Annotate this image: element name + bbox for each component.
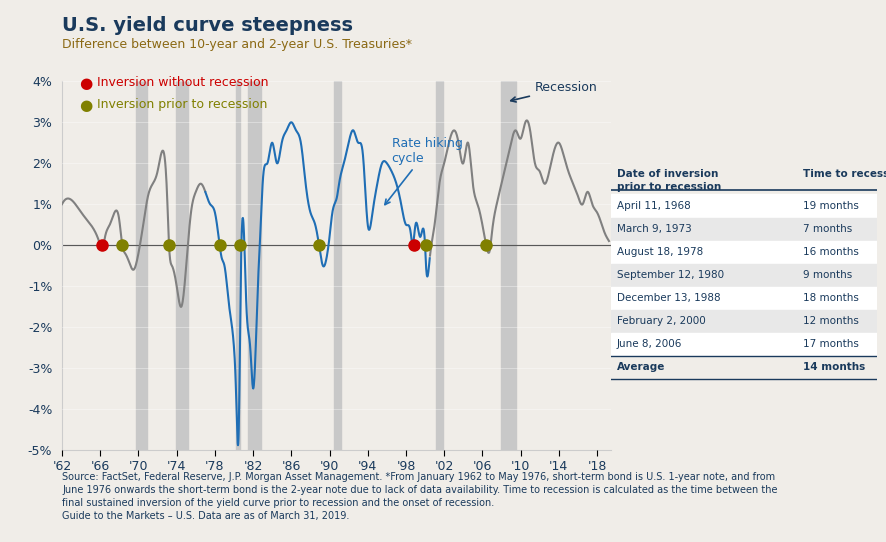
Text: Inversion prior to recession: Inversion prior to recession	[97, 98, 268, 111]
Text: Rate hiking
cycle: Rate hiking cycle	[385, 137, 462, 204]
Bar	[176, 81, 188, 450]
Text: Average: Average	[617, 362, 665, 372]
Text: 18 months: 18 months	[803, 293, 859, 303]
Bar	[611, 241, 877, 263]
Text: September 12, 1980: September 12, 1980	[617, 270, 724, 280]
Text: Date of inversion
prior to recession: Date of inversion prior to recession	[617, 170, 721, 192]
Text: 14 months: 14 months	[803, 362, 865, 372]
Text: ●: ●	[80, 76, 97, 91]
Bar	[611, 195, 877, 217]
Text: June 8, 2006: June 8, 2006	[617, 339, 682, 349]
Bar	[334, 81, 341, 450]
Text: 12 months: 12 months	[803, 316, 859, 326]
Text: 19 months: 19 months	[803, 201, 859, 211]
Bar	[136, 81, 147, 450]
Text: Time to recession: Time to recession	[803, 170, 886, 179]
Text: U.S. yield curve steepness: U.S. yield curve steepness	[62, 16, 353, 35]
Text: 17 months: 17 months	[803, 339, 859, 349]
Bar	[611, 217, 877, 241]
Bar	[236, 81, 240, 450]
Bar	[436, 81, 442, 450]
Bar	[611, 333, 877, 356]
Text: Difference between 10-year and 2-year U.S. Treasuries*: Difference between 10-year and 2-year U.…	[62, 38, 412, 51]
Text: Inversion without recession: Inversion without recession	[97, 76, 269, 89]
Bar	[248, 81, 261, 450]
Text: 16 months: 16 months	[803, 247, 859, 257]
Bar	[501, 81, 516, 450]
Bar	[611, 287, 877, 309]
Text: Recession: Recession	[510, 81, 598, 102]
Text: December 13, 1988: December 13, 1988	[617, 293, 720, 303]
Text: February 2, 2000: February 2, 2000	[617, 316, 705, 326]
Bar	[611, 263, 877, 287]
Text: Source: FactSet, Federal Reserve, J.P. Morgan Asset Management. *From January 19: Source: FactSet, Federal Reserve, J.P. M…	[62, 472, 778, 521]
Text: 9 months: 9 months	[803, 270, 852, 280]
Text: April 11, 1968: April 11, 1968	[617, 201, 690, 211]
Text: 7 months: 7 months	[803, 224, 852, 234]
Text: ●: ●	[80, 98, 97, 113]
Bar	[611, 309, 877, 333]
Text: March 9, 1973: March 9, 1973	[617, 224, 691, 234]
Text: August 18, 1978: August 18, 1978	[617, 247, 703, 257]
